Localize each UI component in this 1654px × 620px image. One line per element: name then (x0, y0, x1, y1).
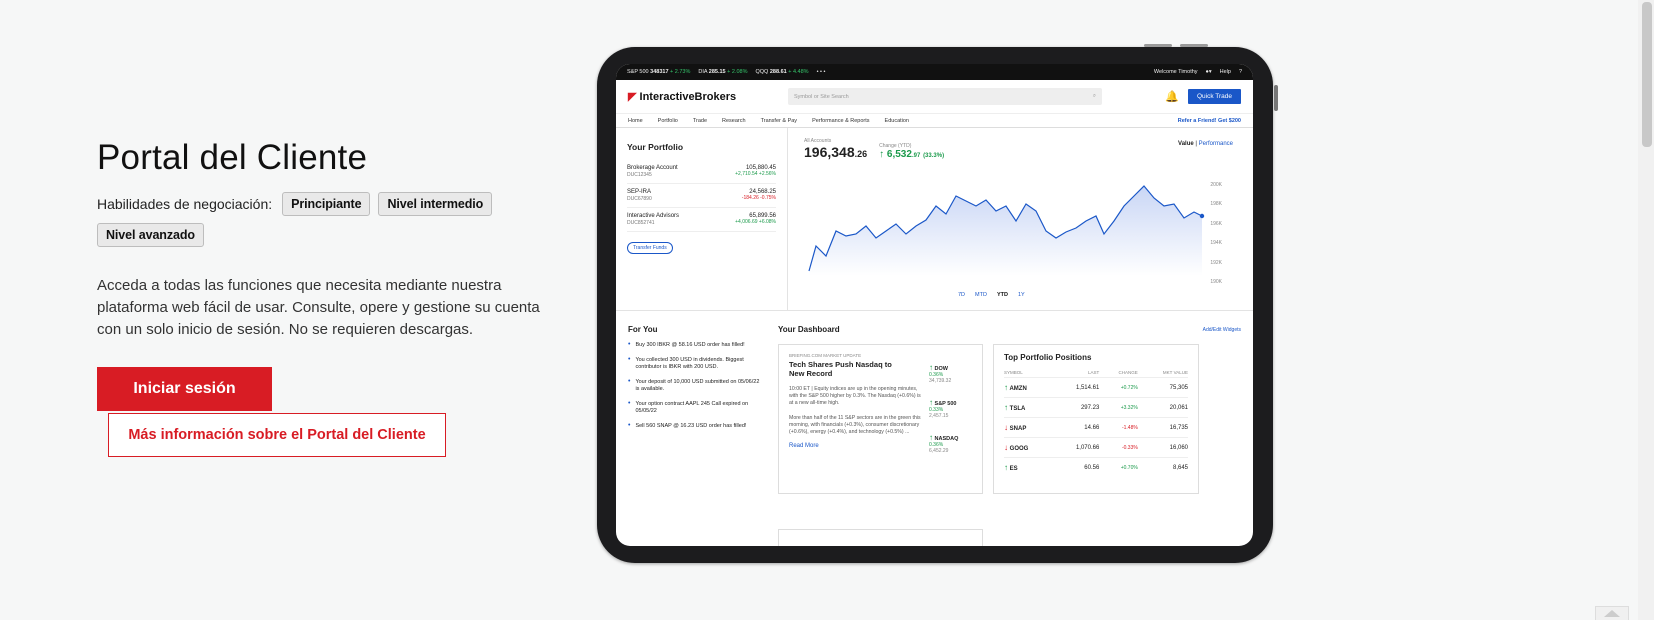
axis-label: 190K (1210, 279, 1222, 285)
positions-table: SYMBOL LAST CHANGE MKT VALUE ↑ AMZN 1,514.61… (1004, 368, 1188, 477)
list-item: • Your deposit of 10,000 USD submitted on… (628, 378, 760, 392)
user-icon: ●▾ (1205, 69, 1212, 75)
chart-end-point (1199, 213, 1205, 219)
page-scrollbar[interactable] (1638, 0, 1654, 620)
news-card: BRIEFING.COM MARKET UPDATE Tech Shares P… (778, 344, 983, 494)
skill-chip-advanced: Nivel avanzado (97, 223, 204, 247)
brand-logo: ◤ InteractiveBrokers (628, 91, 737, 103)
page-title: Portal del Cliente (97, 138, 368, 177)
axis-label: 198K (1210, 201, 1222, 207)
account-row: SEP-IRA DUC67890 24,568.25 -184.26 -0.75% (627, 184, 776, 208)
brand-bar: ◤ InteractiveBrokers Symbol or Site Sear… (616, 80, 1253, 114)
nav-research: Research (722, 117, 746, 124)
feed-row: For You • Buy 300 IBKR @ 58.16 USD order … (616, 311, 1253, 508)
portfolio-line-chart: 200K 198K 196K 194K 192K 190K (808, 182, 1223, 285)
nav-performance: Performance & Reports (812, 117, 870, 124)
nav-trade: Trade (692, 117, 708, 124)
ticker-bar: S&P 500 348317 + 2.73% DIA 285.15 + 2.08… (616, 64, 1253, 80)
skill-levels: Habilidades de negociación: Principiante… (97, 192, 527, 247)
table-row: ↓ SNAP 14.66 -1.48% 16,735 (1004, 417, 1188, 438)
refer-link: Refer a Friend! Get $200 (1177, 117, 1241, 124)
axis-label: 192K (1210, 260, 1222, 266)
tablet-screen: S&P 500 348317 + 2.73% DIA 285.15 + 2.08… (616, 64, 1253, 546)
nav-portfolio: Portfolio (657, 117, 678, 124)
list-item: • Your option contract AAPL 245 Call expi… (628, 400, 749, 414)
axis-label: 194K (1210, 240, 1222, 246)
account-row: Brokerage Account DUC12345 105,880.45 +2,7… (627, 160, 776, 184)
positions-title: Top Portfolio Positions (1004, 353, 1092, 362)
ticker-item: QQQ 288.61 + 4.48% (755, 69, 809, 75)
dashboard-title: Your Dashboard (778, 325, 840, 334)
change-label: Change (YTD) (879, 143, 912, 149)
tablet-button (1180, 44, 1208, 47)
portfolio-row: Your Portfolio Brokerage Account DUC12345… (616, 128, 1253, 311)
ytd-change: ↑ 6,532.97 (33.3%) (879, 149, 945, 160)
list-item: • Sell 560 SNAP @ 16.23 USD order has fil… (628, 422, 747, 429)
period-selector: 7D MTD YTD 1Y (958, 292, 1025, 298)
hero-description: Acceda a todas las funciones que necesit… (97, 277, 540, 338)
news-headline: Tech Shares Push Nasdaq to New Record (789, 360, 892, 378)
portfolio-chart-panel: All Accounts 196,348.26 Change (YTD) ↑ 6,5… (788, 128, 1253, 310)
learn-more-button[interactable]: Más información sobre el Portal del Clie… (108, 413, 446, 457)
read-more-link: Read More (789, 443, 819, 449)
main-nav: Home Portfolio Trade Research Transfer &… (616, 114, 1253, 128)
tablet-mockup: S&P 500 348317 + 2.73% DIA 285.15 + 2.08… (597, 44, 1278, 563)
ticker-item: S&P 500 348317 + 2.73% (627, 69, 691, 75)
search-icon: ⌕ (1092, 93, 1096, 99)
help-link: Help (1219, 69, 1231, 75)
all-accounts-label: All Accounts (804, 138, 832, 144)
add-edit-widgets-link: Add/Edit Widgets (1202, 327, 1241, 333)
skill-chip-intermediate: Nivel intermedio (378, 192, 493, 216)
total-value: 196,348.26 (804, 144, 868, 160)
bell-icon: 🔔 (1165, 91, 1179, 103)
skill-chip-beginner: Principiante (282, 192, 371, 216)
welcome-text: Welcome Timothy (1153, 69, 1198, 75)
list-item: • Buy 300 IBKR @ 58.16 USD order has fill… (628, 341, 745, 348)
table-row: ↓ GOOG 1,070.66 -0.33% 16,060 (1004, 437, 1188, 458)
dashboard-panel: Your Dashboard Add/Edit Widgets BRIEFING… (778, 325, 1241, 494)
nav-education: Education (884, 117, 909, 124)
for-you-panel: For You • Buy 300 IBKR @ 58.16 USD order … (628, 325, 760, 494)
scroll-to-top-button[interactable] (1595, 606, 1629, 620)
quick-trade-button: Quick Trade (1187, 89, 1241, 104)
brand-mark-icon: ◤ (628, 91, 637, 103)
tablet-button (1144, 44, 1172, 47)
nav-home: Home (628, 117, 643, 124)
ticker-item: DIA 285.15 + 2.08% (698, 69, 748, 75)
site-search: Symbol or Site Search ⌕ (788, 88, 1102, 105)
top-positions-card: Top Portfolio Positions SYMBOL LAST CHANGE… (993, 344, 1199, 494)
axis-label: 196K (1210, 221, 1222, 227)
hero-section: Portal del Cliente Habilidades de negoci… (97, 138, 567, 457)
help-icon: ? (1238, 69, 1242, 75)
value-performance-toggle: Value | Performance (1178, 141, 1233, 147)
skills-label: Habilidades de negociación: (97, 196, 273, 212)
login-button[interactable]: Iniciar sesión (97, 367, 272, 411)
portfolio-title: Your Portfolio (627, 142, 684, 152)
chevron-up-icon (1604, 610, 1620, 617)
tablet-side-button (1274, 85, 1278, 111)
more-dots-icon: • • • (816, 69, 826, 75)
table-row: ↑ AMZN 1,514.61 +0.72% 75,305 (1004, 377, 1188, 398)
portfolio-panel: Your Portfolio Brokerage Account DUC12345… (616, 128, 788, 310)
nav-transfer: Transfer & Pay (760, 117, 798, 124)
table-row: ↑ ES 60.56 +0.70% 8,645 (1004, 457, 1188, 477)
placeholder-card (778, 529, 983, 546)
transfer-funds-button: Transfer Funds (627, 242, 673, 254)
table-row: ↑ TSLA 297.23 +3.32% 20,061 (1004, 397, 1188, 418)
axis-label: 200K (1210, 182, 1222, 188)
index-list: ↑ DOW 0.36% 34,739.32 ↑ S&P 500 0.33% 2,457.… (929, 363, 959, 454)
for-you-title: For You (628, 325, 658, 334)
list-item: • You collected 300 USD in dividends. Big… (628, 356, 744, 370)
scrollbar-thumb[interactable] (1642, 2, 1652, 147)
account-row: Interactive Advisors DUC852741 65,899.56 +… (627, 208, 776, 232)
